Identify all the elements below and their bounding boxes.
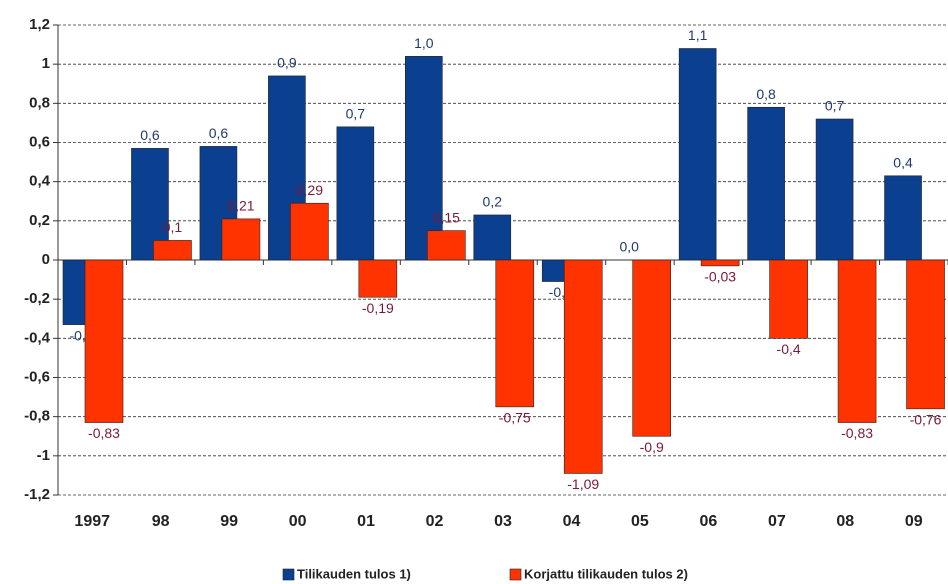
bar	[700, 259, 740, 267]
x-tick-label: 06	[699, 513, 717, 530]
x-tick-label: 08	[836, 513, 854, 530]
bar	[837, 259, 877, 423]
y-tick-label: 1	[42, 55, 50, 72]
x-tick-label: 09	[905, 513, 923, 530]
value-label: -0,19	[362, 300, 394, 316]
value-label: 0,8	[756, 86, 776, 102]
value-label: 1,0	[414, 35, 434, 51]
bar	[358, 259, 398, 298]
x-tick-label: 07	[768, 513, 786, 530]
y-tick-label: 0,2	[29, 212, 50, 229]
x-tick-label: 03	[494, 513, 512, 530]
bar	[815, 118, 854, 261]
bar	[632, 259, 671, 437]
value-label: -0,76	[910, 412, 942, 428]
value-label: -0,83	[841, 425, 873, 441]
bar	[336, 126, 375, 261]
y-tick-label: 1,2	[29, 16, 50, 33]
y-tick-label: 0,8	[29, 94, 50, 111]
value-label: -0,83	[88, 425, 120, 441]
x-tick-label: 01	[357, 513, 375, 530]
legend-label: Tilikauden tulos 1)	[297, 566, 411, 581]
value-label: 1,1	[688, 27, 708, 43]
bar	[747, 106, 785, 261]
value-label: 0,7	[346, 106, 366, 122]
bar	[221, 218, 261, 261]
bar	[84, 259, 124, 423]
bar	[290, 202, 329, 261]
value-label: -0,75	[499, 410, 531, 426]
value-label: 0,6	[209, 125, 229, 141]
bar	[427, 230, 466, 261]
x-tick-label: 04	[563, 513, 581, 530]
value-label: 0,21	[227, 198, 254, 214]
value-label: -0,9	[640, 439, 664, 455]
value-label: -0,4	[777, 341, 801, 357]
x-tick-label: 00	[289, 513, 307, 530]
value-label: 0,1	[163, 219, 183, 235]
value-label: 0,6	[140, 127, 160, 143]
value-label: -0,03	[704, 269, 736, 285]
value-label: 0,7	[825, 98, 845, 114]
bar	[678, 48, 717, 261]
y-tick-label: -0,2	[24, 290, 50, 307]
x-tick-label: 98	[152, 513, 170, 530]
legend-swatch	[509, 568, 522, 581]
bar	[884, 175, 922, 261]
x-tick-label: 99	[220, 513, 238, 530]
value-label: 0,9	[277, 55, 297, 71]
legend-label: Korjattu tilikauden tulos 2)	[524, 566, 688, 581]
y-tick-label: -1,2	[24, 486, 50, 503]
bar	[563, 259, 603, 474]
bar	[405, 56, 443, 261]
y-tick-label: -0,6	[24, 368, 50, 385]
bar	[495, 259, 535, 408]
value-label: 0,2	[483, 194, 503, 210]
bar	[906, 259, 945, 410]
value-label: 0,0	[619, 239, 639, 255]
x-tick-label: 1997	[74, 513, 110, 530]
y-tick-label: -1	[37, 447, 50, 464]
value-label: 0,29	[296, 182, 323, 198]
y-tick-label: 0,4	[29, 173, 51, 190]
y-tick-label: 0	[42, 251, 50, 268]
bar	[769, 259, 808, 339]
x-tick-label: 02	[426, 513, 444, 530]
bar	[473, 214, 512, 261]
y-tick-label: 0,6	[29, 133, 50, 150]
value-label: 0,4	[893, 154, 913, 170]
bar	[153, 240, 192, 261]
value-label: -1,09	[567, 476, 599, 492]
y-tick-label: -0,4	[24, 329, 51, 346]
y-tick-label: -0,8	[24, 408, 50, 425]
value-label: 0,15	[433, 209, 460, 225]
legend-swatch	[282, 568, 295, 581]
x-tick-label: 05	[631, 513, 649, 530]
